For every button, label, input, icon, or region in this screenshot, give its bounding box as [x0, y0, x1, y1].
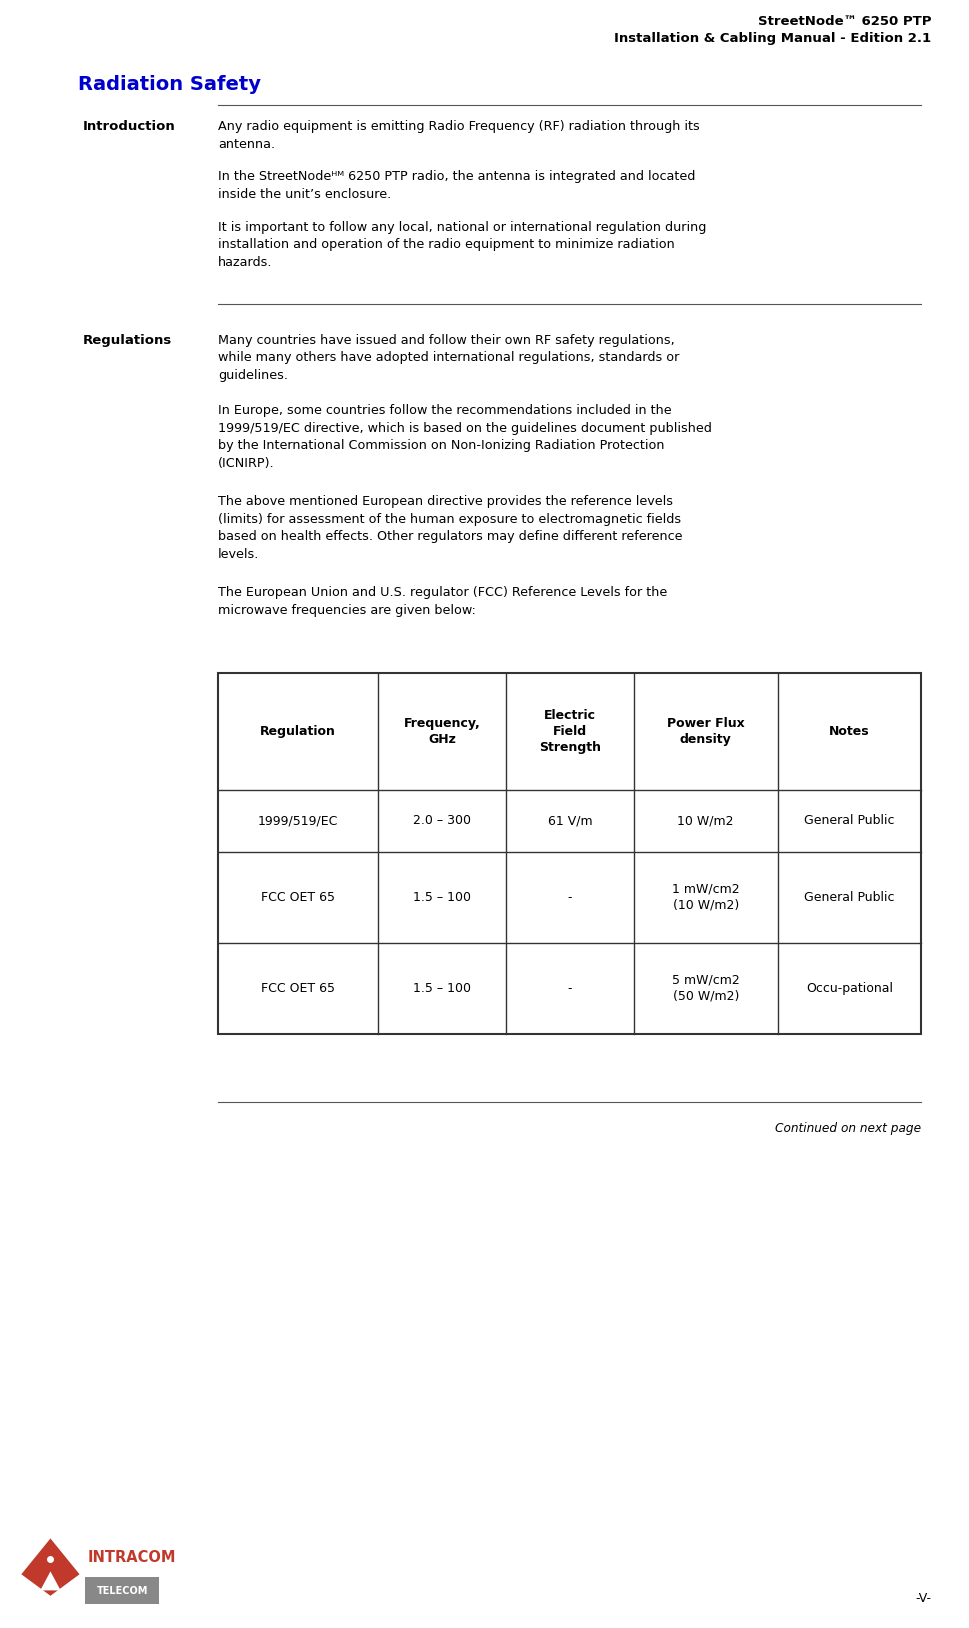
Text: In the StreetNodeᴴᴹ 6250 PTP radio, the antenna is integrated and located
inside: In the StreetNodeᴴᴹ 6250 PTP radio, the … — [218, 171, 695, 200]
Text: Regulation: Regulation — [260, 724, 335, 737]
Text: Any radio equipment is emitting Radio Frequency (RF) radiation through its
anten: Any radio equipment is emitting Radio Fr… — [218, 120, 700, 150]
Text: Radiation Safety: Radiation Safety — [78, 75, 261, 94]
Text: Installation & Cabling Manual - Edition 2.1: Installation & Cabling Manual - Edition … — [613, 33, 930, 46]
Bar — [218, 672, 921, 1034]
Text: StreetNode™ 6250 PTP: StreetNode™ 6250 PTP — [757, 15, 930, 28]
Text: 61 V/m: 61 V/m — [547, 814, 592, 827]
Text: In Europe, some countries follow the recommendations included in the
1999/519/EC: In Europe, some countries follow the rec… — [218, 404, 711, 470]
Text: -: - — [567, 982, 572, 995]
Text: Notes: Notes — [828, 724, 869, 737]
Text: Regulations: Regulations — [82, 334, 172, 347]
Text: -V-: -V- — [915, 1592, 930, 1605]
Text: 1.5 – 100: 1.5 – 100 — [413, 891, 471, 904]
Text: The European Union and U.S. regulator (FCC) Reference Levels for the
microwave f: The European Union and U.S. regulator (F… — [218, 586, 667, 617]
Text: Continued on next page: Continued on next page — [774, 1122, 921, 1135]
Text: 10 W/m2: 10 W/m2 — [676, 814, 734, 827]
Text: 2.0 – 300: 2.0 – 300 — [413, 814, 471, 827]
Text: The above mentioned European directive provides the reference levels
(limits) fo: The above mentioned European directive p… — [218, 495, 682, 562]
Text: INTRACOM: INTRACOM — [87, 1550, 175, 1566]
Text: Frequency,
GHz: Frequency, GHz — [403, 716, 480, 746]
Text: General Public: General Public — [803, 891, 894, 904]
Text: Power Flux
density: Power Flux density — [666, 716, 744, 746]
Bar — [85, 1576, 159, 1605]
Text: Electric
Field
Strength: Electric Field Strength — [539, 708, 600, 754]
Text: Occu-pational: Occu-pational — [805, 982, 892, 995]
Text: 1.5 – 100: 1.5 – 100 — [413, 982, 471, 995]
Text: 1999/519/EC: 1999/519/EC — [258, 814, 338, 827]
Polygon shape — [21, 1538, 79, 1595]
Text: FCC OET 65: FCC OET 65 — [261, 891, 335, 904]
Text: FCC OET 65: FCC OET 65 — [261, 982, 335, 995]
Text: General Public: General Public — [803, 814, 894, 827]
Text: -: - — [567, 891, 572, 904]
Text: TELECOM: TELECOM — [97, 1586, 147, 1595]
Text: Introduction: Introduction — [82, 120, 175, 133]
Text: It is important to follow any local, national or international regulation during: It is important to follow any local, nat… — [218, 221, 705, 269]
Polygon shape — [40, 1571, 60, 1591]
Text: Many countries have issued and follow their own RF safety regulations,
while man: Many countries have issued and follow th… — [218, 334, 679, 381]
Text: 5 mW/cm2
(50 W/m2): 5 mW/cm2 (50 W/m2) — [672, 974, 738, 1003]
Text: 1 mW/cm2
(10 W/m2): 1 mW/cm2 (10 W/m2) — [672, 882, 738, 912]
